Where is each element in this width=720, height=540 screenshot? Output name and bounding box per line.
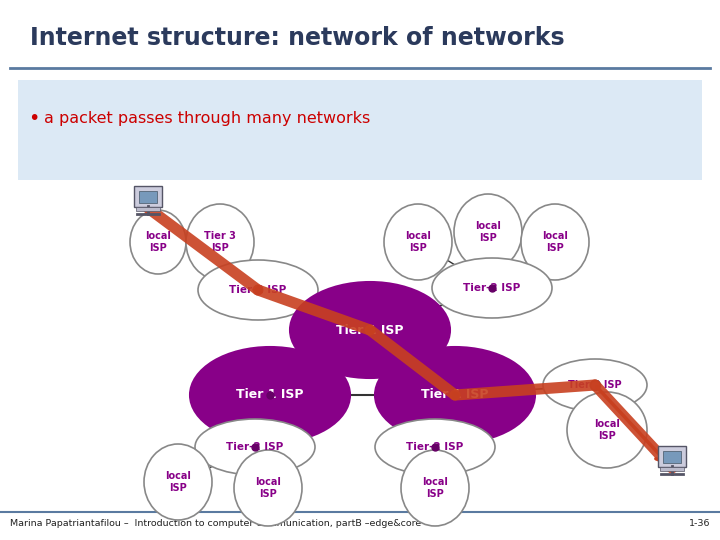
Text: Tier-2 ISP: Tier-2 ISP bbox=[568, 380, 622, 390]
Text: Tier-2 ISP: Tier-2 ISP bbox=[230, 285, 287, 295]
Ellipse shape bbox=[567, 392, 647, 468]
Text: Tier-2 ISP: Tier-2 ISP bbox=[406, 442, 464, 452]
Ellipse shape bbox=[144, 444, 212, 520]
Text: •: • bbox=[28, 109, 40, 127]
Text: local
ISP: local ISP bbox=[165, 471, 191, 493]
Text: local
ISP: local ISP bbox=[542, 231, 568, 253]
Ellipse shape bbox=[186, 204, 254, 280]
Ellipse shape bbox=[375, 419, 495, 475]
FancyBboxPatch shape bbox=[18, 80, 702, 180]
Text: local
ISP: local ISP bbox=[145, 231, 171, 253]
Ellipse shape bbox=[130, 210, 186, 274]
Text: Tier-2 ISP: Tier-2 ISP bbox=[464, 283, 521, 293]
Ellipse shape bbox=[234, 450, 302, 526]
Ellipse shape bbox=[195, 419, 315, 475]
Text: a packet passes through many networks: a packet passes through many networks bbox=[44, 111, 370, 125]
Ellipse shape bbox=[454, 194, 522, 270]
Text: local
ISP: local ISP bbox=[594, 419, 620, 441]
FancyBboxPatch shape bbox=[662, 450, 681, 463]
Text: local
ISP: local ISP bbox=[405, 231, 431, 253]
Text: local
ISP: local ISP bbox=[422, 477, 448, 499]
Text: local
ISP: local ISP bbox=[475, 221, 501, 243]
Ellipse shape bbox=[432, 258, 552, 318]
Ellipse shape bbox=[198, 260, 318, 320]
Ellipse shape bbox=[521, 204, 589, 280]
Ellipse shape bbox=[190, 347, 350, 443]
Text: Marina Papatriantafilou –  Introduction to computer communication, partB –edge&c: Marina Papatriantafilou – Introduction t… bbox=[10, 519, 421, 529]
FancyBboxPatch shape bbox=[136, 207, 160, 211]
Ellipse shape bbox=[543, 359, 647, 411]
Ellipse shape bbox=[384, 204, 452, 280]
FancyBboxPatch shape bbox=[660, 467, 684, 471]
Ellipse shape bbox=[375, 347, 535, 443]
FancyBboxPatch shape bbox=[658, 446, 686, 468]
Text: Tier 3
ISP: Tier 3 ISP bbox=[204, 231, 236, 253]
Text: local
ISP: local ISP bbox=[255, 477, 281, 499]
Ellipse shape bbox=[290, 282, 450, 378]
Text: Tier 1 ISP: Tier 1 ISP bbox=[421, 388, 489, 402]
FancyBboxPatch shape bbox=[138, 191, 158, 203]
Text: 1-36: 1-36 bbox=[688, 519, 710, 529]
Text: Tier 1 ISP: Tier 1 ISP bbox=[336, 323, 404, 336]
Ellipse shape bbox=[401, 450, 469, 526]
FancyBboxPatch shape bbox=[134, 186, 162, 207]
Text: Tier-2 ISP: Tier-2 ISP bbox=[226, 442, 284, 452]
Text: Internet structure: network of networks: Internet structure: network of networks bbox=[30, 26, 564, 50]
Text: Tier 1 ISP: Tier 1 ISP bbox=[236, 388, 304, 402]
